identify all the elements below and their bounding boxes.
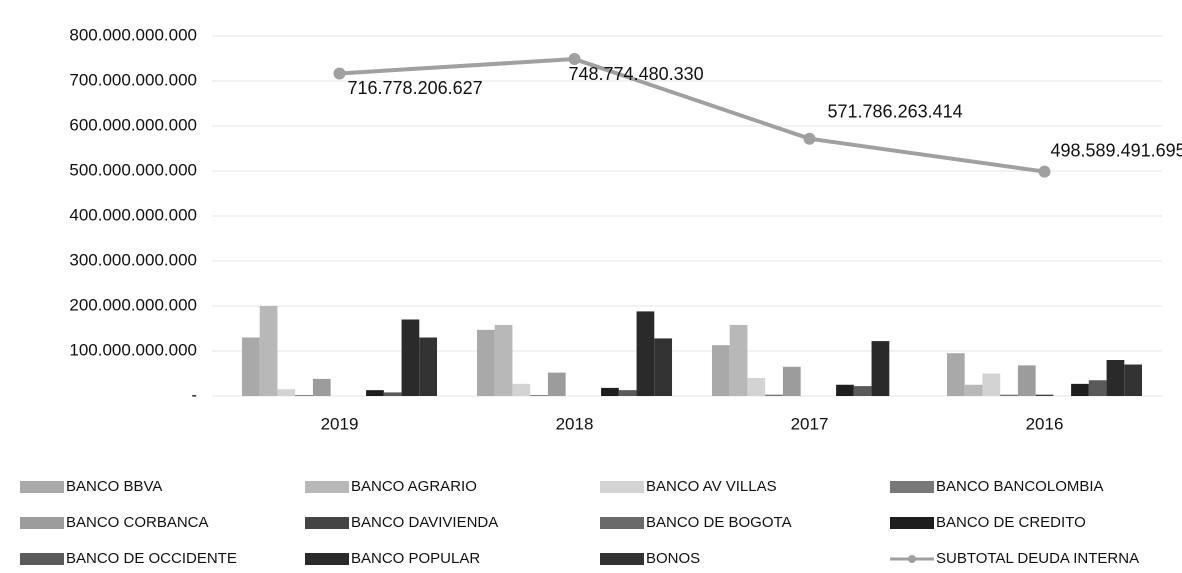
bar: [982, 373, 1001, 396]
x-tick-label: 2019: [321, 414, 359, 433]
bar: [419, 337, 438, 396]
bar: [1017, 365, 1036, 396]
bar: [782, 366, 801, 396]
legend-swatch: [305, 481, 349, 493]
bar: [476, 329, 495, 396]
bar: [853, 386, 872, 396]
y-tick-label: -: [191, 385, 197, 404]
bar: [1106, 360, 1125, 396]
y-tick-label: 200.000.000.000: [69, 295, 197, 314]
x-tick-label: 2016: [1026, 414, 1064, 433]
legend-label: BANCO BBVA: [66, 478, 162, 495]
legend-swatch: [600, 553, 644, 565]
legend-label: BANCO DAVIVIENDA: [351, 514, 498, 531]
legend-label: SUBTOTAL DEUDA INTERNA: [936, 550, 1139, 567]
bar: [654, 338, 673, 396]
line-marker: [1038, 165, 1051, 178]
data-label: 571.786.263.414: [828, 101, 963, 121]
legend-swatch: [890, 517, 934, 529]
bar: [711, 345, 730, 396]
legend-swatch: [305, 517, 349, 529]
y-tick-label: 600.000.000.000: [69, 115, 197, 134]
legend-label: BANCO AV VILLAS: [646, 478, 777, 495]
x-tick-label: 2018: [556, 414, 594, 433]
data-label: 748.774.480.330: [569, 64, 704, 84]
data-label: 498.589.491.695: [1051, 140, 1182, 160]
bar: [295, 395, 313, 396]
bar: [530, 395, 548, 396]
legend-label: BANCO DE BOGOTA: [646, 514, 792, 531]
legend-swatch: [600, 517, 644, 529]
bar: [1124, 364, 1143, 396]
y-tick-label: 700.000.000.000: [69, 70, 197, 89]
y-tick-label: 500.000.000.000: [69, 160, 197, 179]
legend-swatch: [20, 517, 64, 529]
x-tick-label: 2017: [791, 414, 829, 433]
bar: [366, 390, 384, 396]
bar: [964, 384, 983, 396]
bar: [836, 384, 854, 396]
legend-swatch: [908, 555, 916, 563]
bar: [765, 394, 783, 396]
bar: [636, 311, 655, 396]
legend-swatch: [20, 553, 64, 565]
legend-swatch: [20, 481, 64, 493]
line-marker: [333, 67, 346, 80]
bar: [1071, 383, 1089, 396]
bar: [1035, 394, 1054, 396]
bar: [1000, 394, 1018, 396]
legend-swatch: [600, 481, 644, 493]
line-marker: [803, 132, 816, 145]
y-tick-label: 300.000.000.000: [69, 250, 197, 269]
bar: [729, 324, 748, 396]
bar: [312, 378, 331, 396]
bar: [241, 337, 260, 396]
legend-label: BANCO DE CREDITO: [936, 514, 1086, 531]
bar: [618, 390, 637, 396]
bar: [601, 387, 619, 396]
bar: [512, 383, 531, 396]
legend-label: BANCO AGRARIO: [351, 478, 477, 495]
bar: [383, 392, 402, 396]
bar: [494, 324, 513, 396]
data-label: 716.778.206.627: [348, 78, 483, 98]
bar: [871, 341, 890, 396]
bar: [401, 319, 420, 396]
legend-label: BANCO BANCOLOMBIA: [936, 478, 1104, 495]
bar: [747, 378, 766, 396]
bar: [277, 389, 296, 396]
line-marker: [568, 53, 581, 66]
y-tick-label: 800.000.000.000: [69, 25, 197, 44]
legend-label: BANCO POPULAR: [351, 550, 480, 567]
legend-label: BONOS: [646, 550, 700, 567]
y-tick-label: 400.000.000.000: [69, 205, 197, 224]
line: [339, 57, 1045, 174]
legend-swatch: [890, 481, 934, 493]
legend-swatch: [305, 553, 349, 565]
y-tick-label: 100.000.000.000: [69, 340, 197, 359]
bar: [946, 353, 965, 396]
legend-label: BANCO DE OCCIDENTE: [66, 550, 237, 567]
legend-label: BANCO CORBANCA: [66, 514, 209, 531]
bar: [259, 306, 278, 396]
bar: [547, 372, 566, 396]
bar: [1088, 380, 1107, 396]
